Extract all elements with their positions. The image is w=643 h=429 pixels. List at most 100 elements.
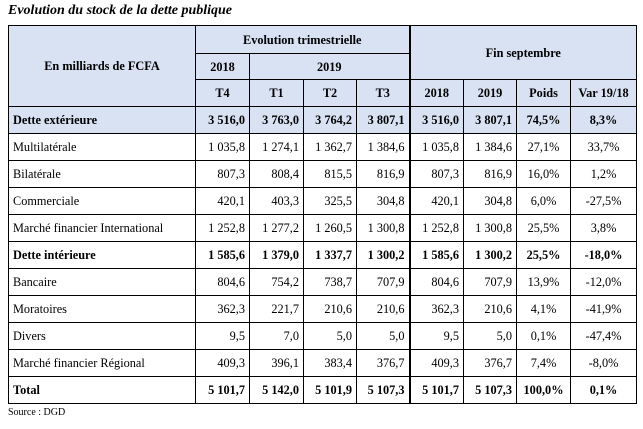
table-cell: 9,5 [409,322,465,350]
row-label: Dette intérieure [8,241,196,269]
table-cell: 3 516,0 [409,106,465,134]
table-cell: 707,9 [463,268,518,296]
table-cell: 4,1% [516,295,572,323]
table-cell: 304,8 [463,187,518,215]
table-cell: 707,9 [355,268,411,296]
row-label: Marché financier International [8,214,196,242]
table-cell: 100,0% [516,376,572,404]
debt-stock-table: En milliards de FCFA Evolution trimestri… [8,25,638,404]
column-header: Poids [516,79,572,107]
header-row-columns: T4 T1 T2 T3 2018 2019 Poids Var 19/18 [9,79,638,107]
table-cell: 804,6 [195,268,250,296]
table-row: Marché financier Régional 409,3 396,1 38… [8,349,638,377]
row-label: Moratoires [8,295,196,323]
column-header: Var 19/18 [570,79,638,107]
table-cell: 27,1% [516,133,572,161]
table-cell: 807,3 [409,160,465,188]
year-2019-header: 2019 [248,53,411,80]
table-row-total: Total 5 101,7 5 142,0 5 101,9 5 107,3 5 … [8,376,638,404]
table-cell: 3 516,0 [195,106,250,134]
header-row-years: 2018 2019 [9,53,637,80]
table-cell: 3 807,1 [355,106,411,134]
table-cell: 5 101,9 [303,376,357,404]
row-label: Bilatérale [8,160,196,188]
table-cell: 1 035,8 [409,133,465,161]
row-label: Multilatérale [8,133,196,161]
table-cell: 6,0% [516,187,572,215]
table-cell: -27,5% [570,187,638,215]
table-cell: 304,8 [355,187,411,215]
table-cell: 396,1 [249,349,304,377]
row-label: Commerciale [8,187,196,215]
table-cell: 1 300,2 [355,241,411,269]
table-cell: 1 379,0 [249,241,304,269]
table-cell: 804,6 [409,268,465,296]
table-cell: 362,3 [195,295,250,323]
table-cell: 33,7% [570,133,638,161]
table-cell: 376,7 [355,349,411,377]
table-cell: 1 035,8 [195,133,250,161]
table-cell: 420,1 [195,187,250,215]
source-note: Source : DGD [8,407,66,418]
table-cell: 5,0 [355,322,411,350]
table-cell: 409,3 [409,349,465,377]
table-row: Bancaire 804,6 754,2 738,7 707,9 804,6 7… [8,268,638,296]
table-cell: 16,0% [516,160,572,188]
row-label: Marché financier Régional [8,349,196,377]
table-cell: 74,5% [516,106,572,134]
table-cell: 5 142,0 [249,376,304,404]
table-cell: -8,0% [570,349,638,377]
table-cell: 9,5 [195,322,250,350]
table-cell: 325,5 [303,187,357,215]
row-label: Bancaire [8,268,196,296]
table-cell: 754,2 [249,268,304,296]
table-row: Bilatérale 807,3 808,4 815,5 816,9 807,3… [8,160,638,188]
table-cell: 1 384,6 [463,133,518,161]
column-header: 2019 [463,79,518,107]
row-label: Total [8,376,196,404]
table-row: Dette intérieure 1 585,6 1 379,0 1 337,7… [8,241,638,269]
table-cell: 1 260,5 [303,214,357,242]
table-cell: 5 107,3 [463,376,518,404]
table-cell: -18,0% [570,241,638,269]
table-cell: 1 384,6 [355,133,411,161]
table-cell: 1 252,8 [195,214,250,242]
table-row: Moratoires 362,3 221,7 210,6 210,6 362,3… [8,295,638,323]
table-cell: 5,0 [463,322,518,350]
table-cell: 221,7 [249,295,304,323]
table-cell: 8,3% [570,106,638,134]
table-cell: 3,8% [570,214,638,242]
table-cell: 5 107,3 [355,376,411,404]
table-cell: 816,9 [463,160,518,188]
table-row: Divers 9,5 7,0 5,0 5,0 9,5 5,0 0,1% -47,… [8,322,638,350]
quarterly-group-header: Evolution trimestrielle [194,25,411,54]
table-cell: 7,0 [249,322,304,350]
table-cell: 5 101,7 [195,376,250,404]
table-cell: 1 274,1 [249,133,304,161]
table-cell: 1,2% [570,160,638,188]
table-cell: 807,3 [195,160,250,188]
year-2018-header: 2018 [195,53,250,80]
table-cell: 738,7 [303,268,357,296]
table-cell: 0,1% [516,322,572,350]
table-cell: 1 277,2 [249,214,304,242]
table-cell: 25,5% [516,241,572,269]
table-cell: 25,5% [516,214,572,242]
table-cell: 1 300,2 [463,241,518,269]
table-cell: 383,4 [303,349,357,377]
table-cell: 1 337,7 [303,241,357,269]
table-cell: -12,0% [570,268,638,296]
table-cell: 1 300,8 [463,214,518,242]
row-label: Divers [8,322,196,350]
table-cell: 362,3 [409,295,465,323]
unit-label-header: En milliards de FCFA [8,25,196,107]
header-row-groups: En milliards de FCFA Evolution trimestri… [8,25,638,107]
table-cell: -47,4% [570,322,638,350]
table-cell: 5,0 [303,322,357,350]
table-cell: 1 300,8 [355,214,411,242]
table-cell: 376,7 [463,349,518,377]
table-cell: 808,4 [249,160,304,188]
september-group-header: Fin septembre [409,25,638,80]
table-cell: 0,1% [570,376,638,404]
table-cell: 816,9 [355,160,411,188]
